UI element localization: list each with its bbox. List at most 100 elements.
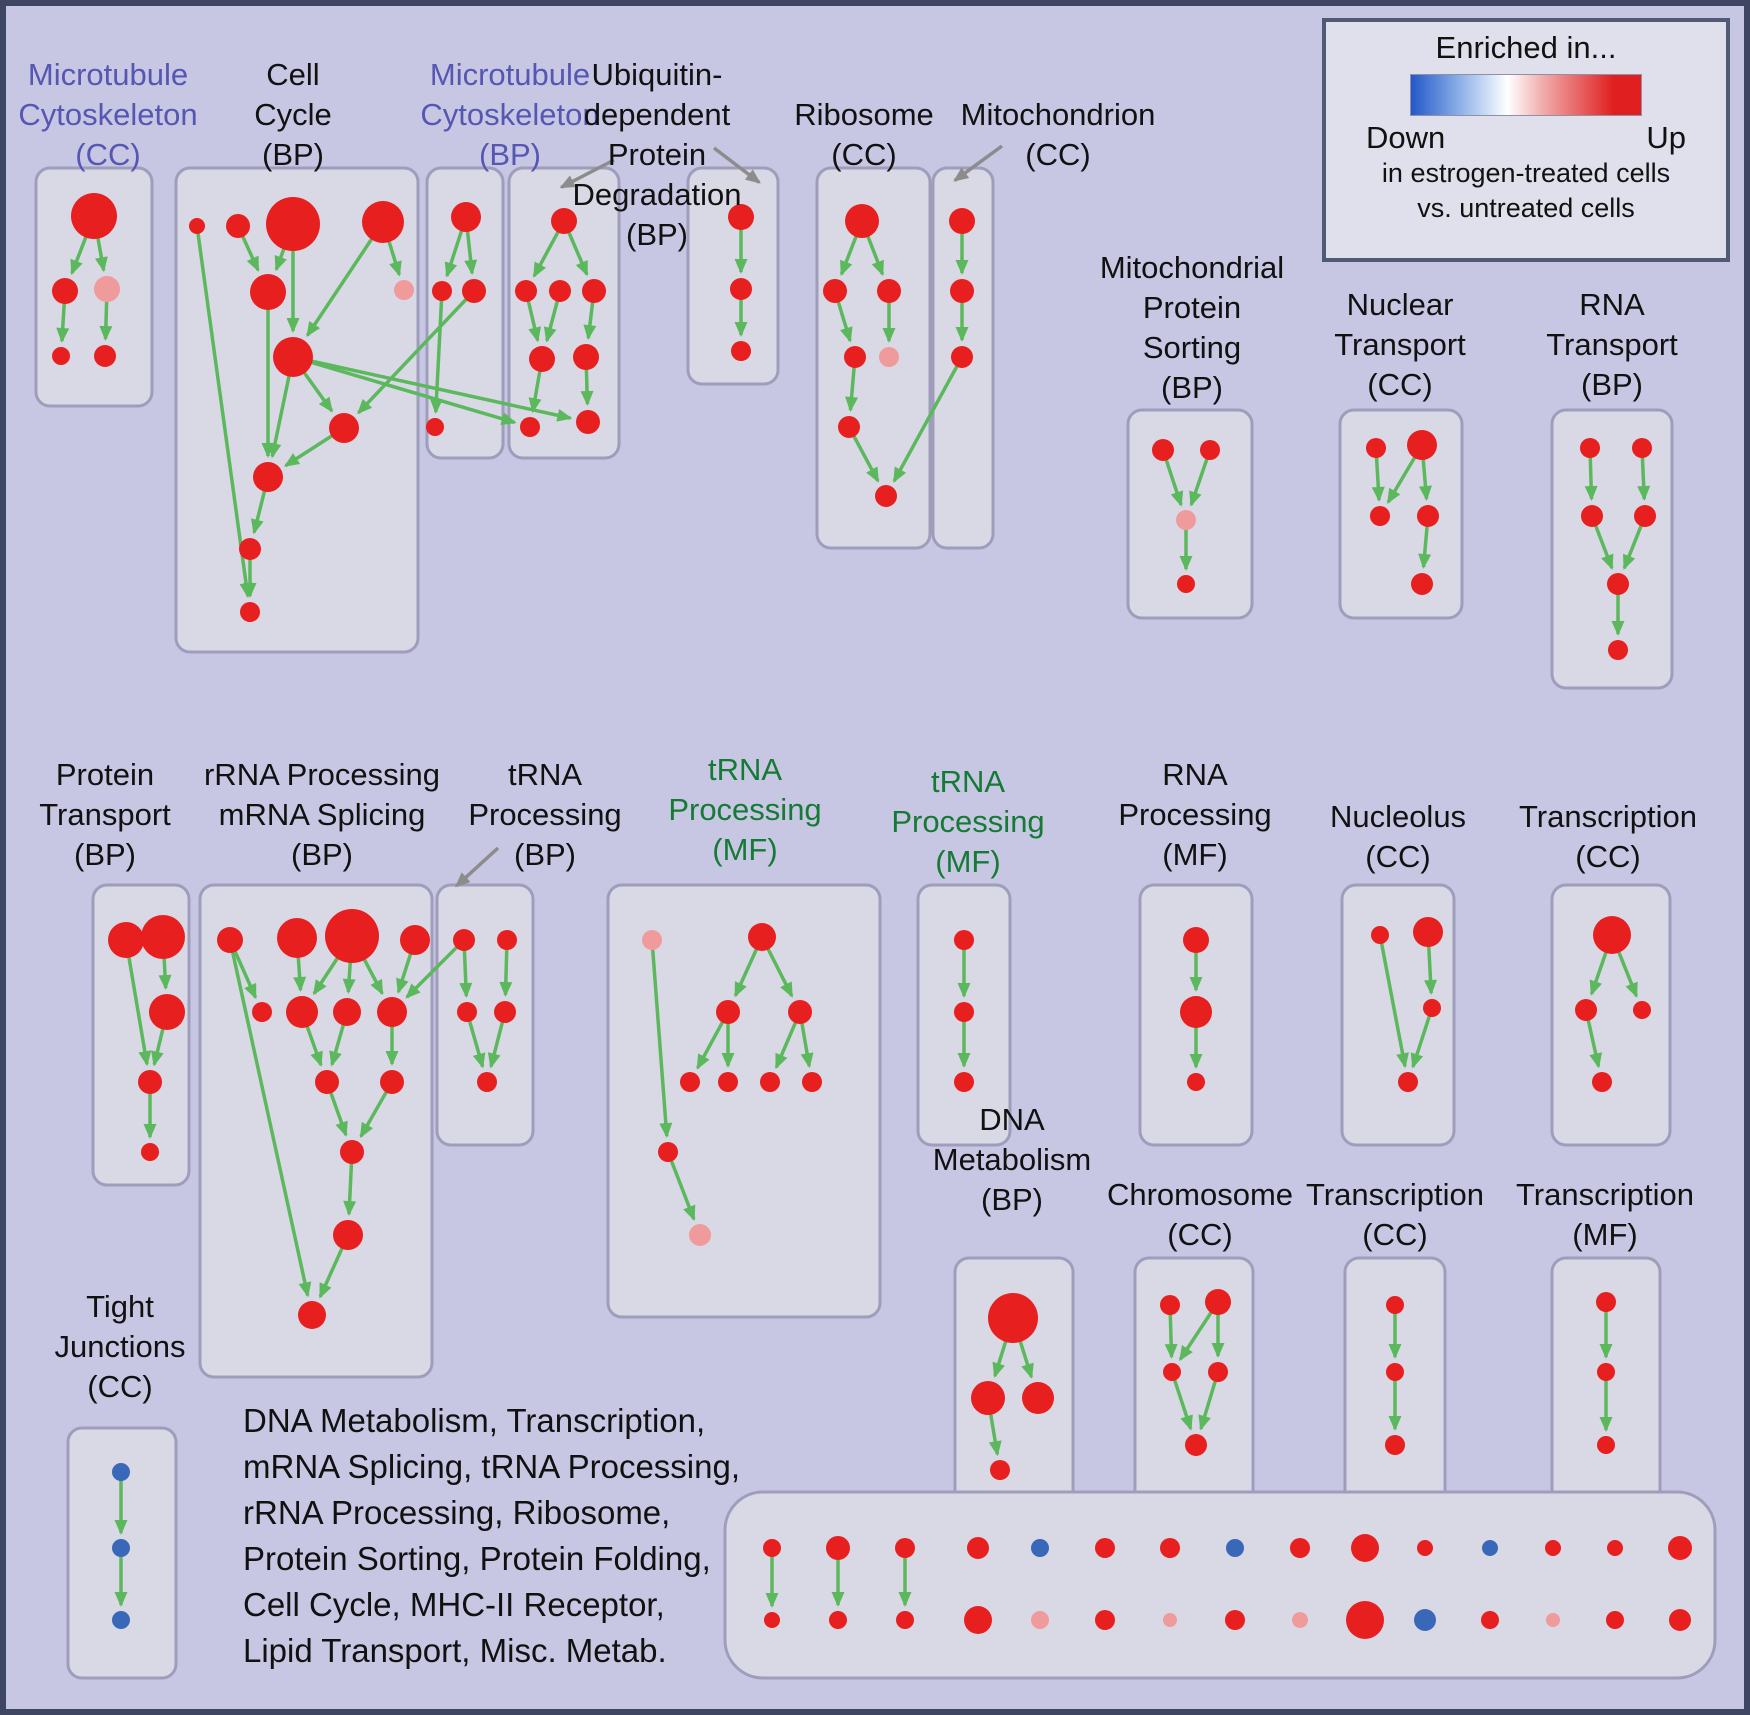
go-term-node bbox=[394, 280, 414, 300]
cluster-label-line: (MF) bbox=[1162, 837, 1228, 872]
go-term-node bbox=[1386, 1363, 1404, 1381]
cluster-label-nucleolus-cc: Nucleolus (CC) bbox=[1330, 797, 1466, 877]
go-term-node bbox=[1176, 510, 1196, 530]
cluster-box-transcription-cc bbox=[1550, 883, 1672, 1147]
cluster-label-line: DNA bbox=[979, 1102, 1045, 1137]
cluster-label-line: (BP) bbox=[291, 837, 353, 872]
cluster-label-line: Processing bbox=[891, 804, 1045, 839]
cluster-label-line: Degradation bbox=[572, 177, 742, 212]
edge-arrow bbox=[666, 1151, 696, 1222]
go-term-node bbox=[273, 337, 313, 377]
cluster-label-protein-transport-bp: Protein Transport (BP) bbox=[39, 755, 171, 875]
cluster-label-transcription-cc-2: Transcription (CC) bbox=[1306, 1175, 1484, 1255]
cluster-label-line: (BP) bbox=[479, 137, 541, 172]
go-term-node bbox=[1290, 1538, 1310, 1558]
go-term-node bbox=[1597, 1436, 1615, 1454]
go-term-node bbox=[1386, 1296, 1404, 1314]
go-term-node bbox=[716, 1000, 740, 1024]
go-term-node bbox=[217, 927, 243, 953]
go-term-node bbox=[802, 1072, 822, 1092]
cluster-label-chromosome-cc: Chromosome (CC) bbox=[1107, 1175, 1293, 1255]
go-term-node bbox=[951, 346, 973, 368]
go-term-node bbox=[1160, 1538, 1180, 1558]
go-term-node bbox=[1597, 1363, 1615, 1381]
cluster-box-microtubule-cytoskeleton-bp bbox=[425, 166, 505, 460]
go-term-node bbox=[520, 417, 540, 437]
go-term-node bbox=[1226, 1539, 1244, 1557]
legend-gradient-bar bbox=[1410, 74, 1642, 116]
cluster-label-line: (MF) bbox=[1572, 1217, 1638, 1252]
cluster-label-line: Transport bbox=[1334, 327, 1466, 362]
edge-arrow bbox=[405, 938, 466, 999]
edge-arrow bbox=[228, 939, 312, 1298]
go-term-node bbox=[515, 280, 537, 302]
cluster-label-line: Cycle bbox=[254, 97, 332, 132]
footnote-line-1: DNA Metabolism, Transcription, bbox=[243, 1402, 706, 1439]
cluster-label-line: RNA bbox=[1162, 757, 1228, 792]
go-term-node bbox=[1607, 1540, 1623, 1556]
edge-arrow bbox=[292, 355, 517, 426]
misc-cluster-description: DNA Metabolism, Transcription, mRNA Spli… bbox=[243, 1398, 740, 1674]
cluster-label-trna-processing-mf-2: tRNA Processing (MF) bbox=[891, 762, 1044, 882]
cluster-label-line: rRNA Processing bbox=[203, 757, 441, 792]
go-term-node bbox=[138, 1070, 162, 1094]
go-term-node bbox=[1163, 1613, 1177, 1627]
go-term-node bbox=[896, 1611, 914, 1629]
cluster-label-line: Cytoskeleton bbox=[420, 97, 600, 132]
cluster-label-tight-junctions-cc: Tight Junctions (CC) bbox=[55, 1287, 186, 1407]
cluster-label-line: Tight bbox=[86, 1289, 154, 1324]
go-term-node bbox=[362, 201, 404, 243]
cluster-box-microtubule-cytoskeleton-cc bbox=[34, 166, 154, 408]
go-term-node bbox=[462, 279, 486, 303]
edge-arrow bbox=[292, 355, 573, 422]
footnote-line-6: Lipid Transport, Misc. Metab. bbox=[243, 1632, 667, 1669]
go-term-node bbox=[453, 929, 475, 951]
cluster-label-line: (BP) bbox=[73, 837, 136, 872]
go-term-node bbox=[954, 1002, 974, 1022]
cluster-label-line: Ubiquitin- bbox=[591, 57, 723, 92]
go-term-node bbox=[760, 1072, 780, 1092]
edge-arrow bbox=[305, 221, 385, 338]
cluster-label-line: Protein bbox=[607, 137, 707, 172]
go-term-node bbox=[329, 413, 359, 443]
cluster-label-line: (CC) bbox=[831, 137, 897, 172]
go-term-node bbox=[1292, 1612, 1308, 1628]
go-term-node bbox=[1185, 1434, 1207, 1456]
cluster-label-line: Transcription bbox=[1518, 799, 1698, 834]
cluster-label-line: Transport bbox=[39, 797, 171, 832]
go-term-node bbox=[529, 346, 555, 372]
go-term-node bbox=[1593, 916, 1631, 954]
go-term-node bbox=[988, 1293, 1038, 1343]
cluster-label-line: RNA bbox=[1579, 287, 1645, 322]
cluster-label-line: (BP) bbox=[261, 137, 324, 172]
go-term-node bbox=[1366, 438, 1386, 458]
cluster-label-line: Junctions bbox=[54, 1329, 186, 1364]
go-term-node bbox=[494, 1001, 516, 1023]
go-term-node bbox=[1180, 996, 1212, 1028]
edge-arrow bbox=[892, 356, 964, 483]
go-term-node bbox=[1411, 573, 1433, 595]
go-term-node bbox=[1200, 440, 1220, 460]
go-term-node bbox=[1351, 1534, 1379, 1562]
go-term-node bbox=[1607, 573, 1629, 595]
cluster-label-line: (BP) bbox=[1580, 367, 1643, 402]
go-term-node bbox=[971, 1381, 1005, 1415]
go-term-node bbox=[954, 1072, 974, 1092]
cluster-label-rna-transport-bp: RNA Transport (BP) bbox=[1546, 285, 1678, 405]
go-term-node bbox=[1417, 505, 1439, 527]
edge-arrow bbox=[195, 225, 253, 599]
cluster-box-trna-processing-mf bbox=[606, 883, 882, 1319]
cluster-label-line: Cytoskeleton bbox=[18, 97, 198, 132]
cluster-label-line: Ribosome bbox=[794, 97, 934, 132]
cluster-label-line: Transcription bbox=[1305, 1177, 1485, 1212]
cluster-label-line: Protein bbox=[1142, 290, 1242, 325]
go-term-node bbox=[576, 410, 600, 434]
go-term-node bbox=[763, 1539, 781, 1557]
legend: Enriched in... Down Up in estrogen-treat… bbox=[1322, 18, 1730, 262]
go-term-node bbox=[1177, 575, 1195, 593]
legend-title: Enriched in... bbox=[1435, 30, 1617, 65]
edge-arrow bbox=[712, 146, 761, 184]
go-term-node bbox=[1592, 1072, 1612, 1092]
